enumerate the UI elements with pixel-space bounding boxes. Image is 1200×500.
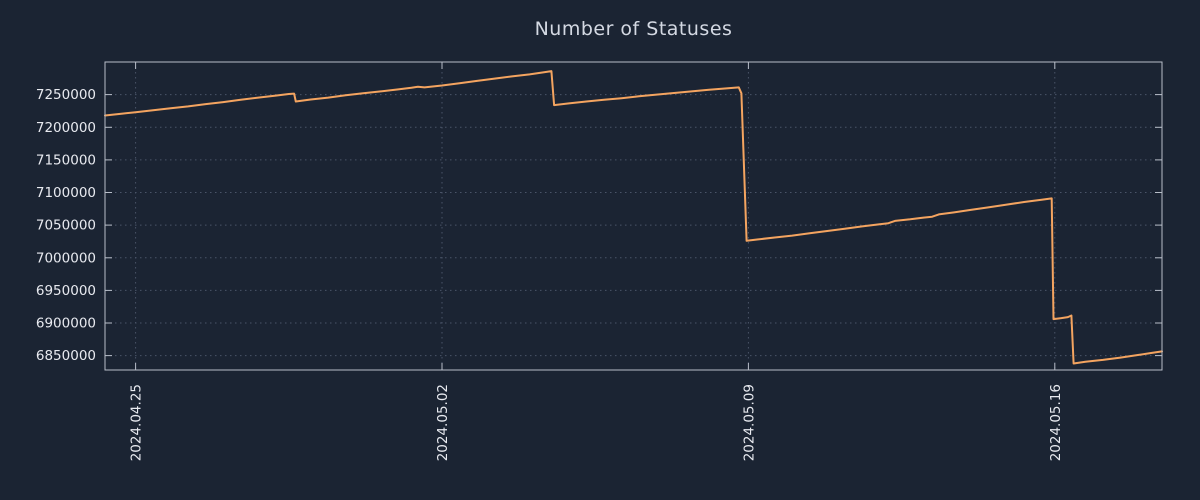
plot-border <box>104 61 1163 371</box>
y-axis-label: 7200000 <box>36 120 96 136</box>
x-axis-label: 2024.05.02 <box>435 384 451 461</box>
y-axis-label: 6850000 <box>36 348 96 364</box>
x-axis-label: 2024.05.16 <box>1048 384 1064 461</box>
chart-title: Number of Statuses <box>534 18 733 40</box>
y-axis-label: 7000000 <box>36 250 96 266</box>
y-axis-label: 7250000 <box>36 87 96 103</box>
y-axis-label: 6950000 <box>36 283 96 299</box>
x-axis-label: 2024.05.09 <box>741 384 757 461</box>
x-axis-label: 2024.04.25 <box>129 384 145 461</box>
y-axis-label: 7050000 <box>36 218 96 234</box>
y-axis-label: 7150000 <box>36 152 96 168</box>
data-line <box>104 70 1163 365</box>
y-axis-label: 6900000 <box>36 316 96 332</box>
y-axis-label: 7100000 <box>36 185 96 201</box>
